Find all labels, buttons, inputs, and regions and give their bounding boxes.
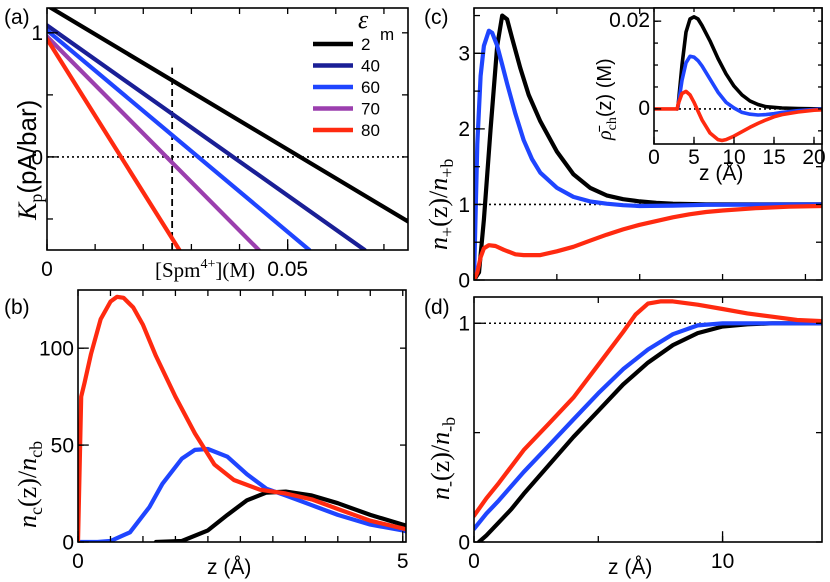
panel-d-ylabel: n-(z)/n-b	[426, 417, 459, 500]
y-tick-label: 3	[458, 43, 470, 66]
legend-label: 70	[361, 100, 380, 119]
x-tick-label: 10	[722, 146, 745, 169]
y-tick-label: 0	[31, 146, 43, 169]
inset-xlabel: z (Å)	[699, 162, 743, 185]
series-line-2	[47, 8, 408, 224]
series-line-70	[47, 34, 261, 250]
series-line-blue	[78, 446, 406, 542]
x-tick-label: 5	[397, 550, 409, 573]
series-line-blue	[474, 321, 822, 532]
series-line-black	[675, 14, 822, 111]
axes-frame	[46, 7, 409, 251]
series-line-blue	[675, 54, 822, 117]
panel-a: 0 0.05 0 1 (a) Kp(pA/bar) [Spm4+](M) ε m 2 4…	[4, 5, 409, 282]
y-tick-label: 0	[62, 531, 74, 554]
panel-c-plot: 0 1 2 3	[458, 7, 823, 292]
series-line-80	[47, 36, 182, 250]
series-line-red	[654, 89, 822, 143]
x-tick-label: 0.05	[267, 258, 308, 281]
panel-d-xlabel: z (Å)	[608, 556, 652, 579]
series-line-red	[474, 299, 822, 518]
legend-title-subscript: m	[380, 25, 394, 44]
x-tick-label: 10	[711, 550, 734, 573]
panel-d: 0 10 0 1 (d) n-(z)/n-b z (Å)	[424, 296, 823, 579]
series-line-60	[47, 28, 312, 250]
legend-label: 80	[361, 121, 380, 140]
y-tick-label: 2	[458, 118, 470, 141]
panel-a-plot: 0 0.05 0 1	[31, 7, 409, 281]
panel-a-xlabel: [Spm4+](M)	[155, 257, 255, 282]
y-tick-label: 0	[638, 97, 650, 120]
panel-d-label: (d)	[424, 296, 450, 319]
legend-title-epsilon: ε	[358, 5, 369, 34]
panel-c: 0 1 2 3 (c) n+(z)/n+b 0 5 10 15 20 0 0.02 ρ̄ch(z)…	[424, 6, 826, 292]
panel-a-legend: ε m 2 40 60 70 80	[313, 5, 394, 140]
x-tick-label: 0	[72, 550, 84, 573]
series-line-40	[47, 23, 367, 250]
series-line-red	[78, 294, 406, 542]
legend-label: 40	[361, 57, 380, 76]
axes-frame	[473, 296, 823, 543]
y-tick-label: 1	[458, 194, 470, 217]
panel-c-inset: 0 5 10 15 20 0 0.02	[609, 7, 826, 169]
y-tick-label: 100	[39, 338, 74, 361]
y-tick-label: 0	[458, 531, 470, 554]
x-tick-label: 20	[802, 146, 825, 169]
panel-b-xlabel: z (Å)	[207, 556, 251, 579]
series-line-black	[153, 489, 406, 542]
panel-b-label: (b)	[4, 296, 30, 319]
panel-b-ylabel: nc(z)/ncb	[13, 441, 46, 528]
y-tick-label: 50	[51, 434, 74, 457]
x-tick-label: 5	[688, 146, 700, 169]
panel-d-plot: 0 10 0 1	[458, 296, 823, 573]
inset-ylabel: ρ̄ch(z) (M)	[594, 58, 620, 141]
y-tick-label: 0	[458, 269, 470, 292]
y-tick-label: 1	[458, 313, 470, 336]
x-tick-label: 15	[762, 146, 785, 169]
panel-c-ylabel: n+(z)/n+b	[424, 159, 457, 250]
x-tick-label: 0	[648, 146, 660, 169]
y-tick-label: 0.02	[609, 9, 650, 32]
series-line-red	[474, 203, 822, 280]
legend-label: 60	[361, 78, 380, 97]
panel-c-label: (c)	[424, 6, 449, 29]
x-tick-label: 0	[468, 550, 480, 573]
legend-entries: 2 40 60 70 80	[313, 35, 380, 140]
y-tick-label: 1	[31, 22, 43, 45]
panel-a-label: (a)	[4, 6, 30, 29]
axes-frame	[77, 289, 407, 543]
series-line-black	[474, 13, 822, 280]
axes-frame	[653, 7, 823, 145]
panel-a-ylabel: Kp(pA/bar)	[12, 100, 46, 221]
series-line-black	[476, 321, 822, 542]
legend-label: 2	[361, 35, 370, 54]
x-tick-label: 0	[41, 258, 53, 281]
series-line-blue	[474, 28, 822, 280]
